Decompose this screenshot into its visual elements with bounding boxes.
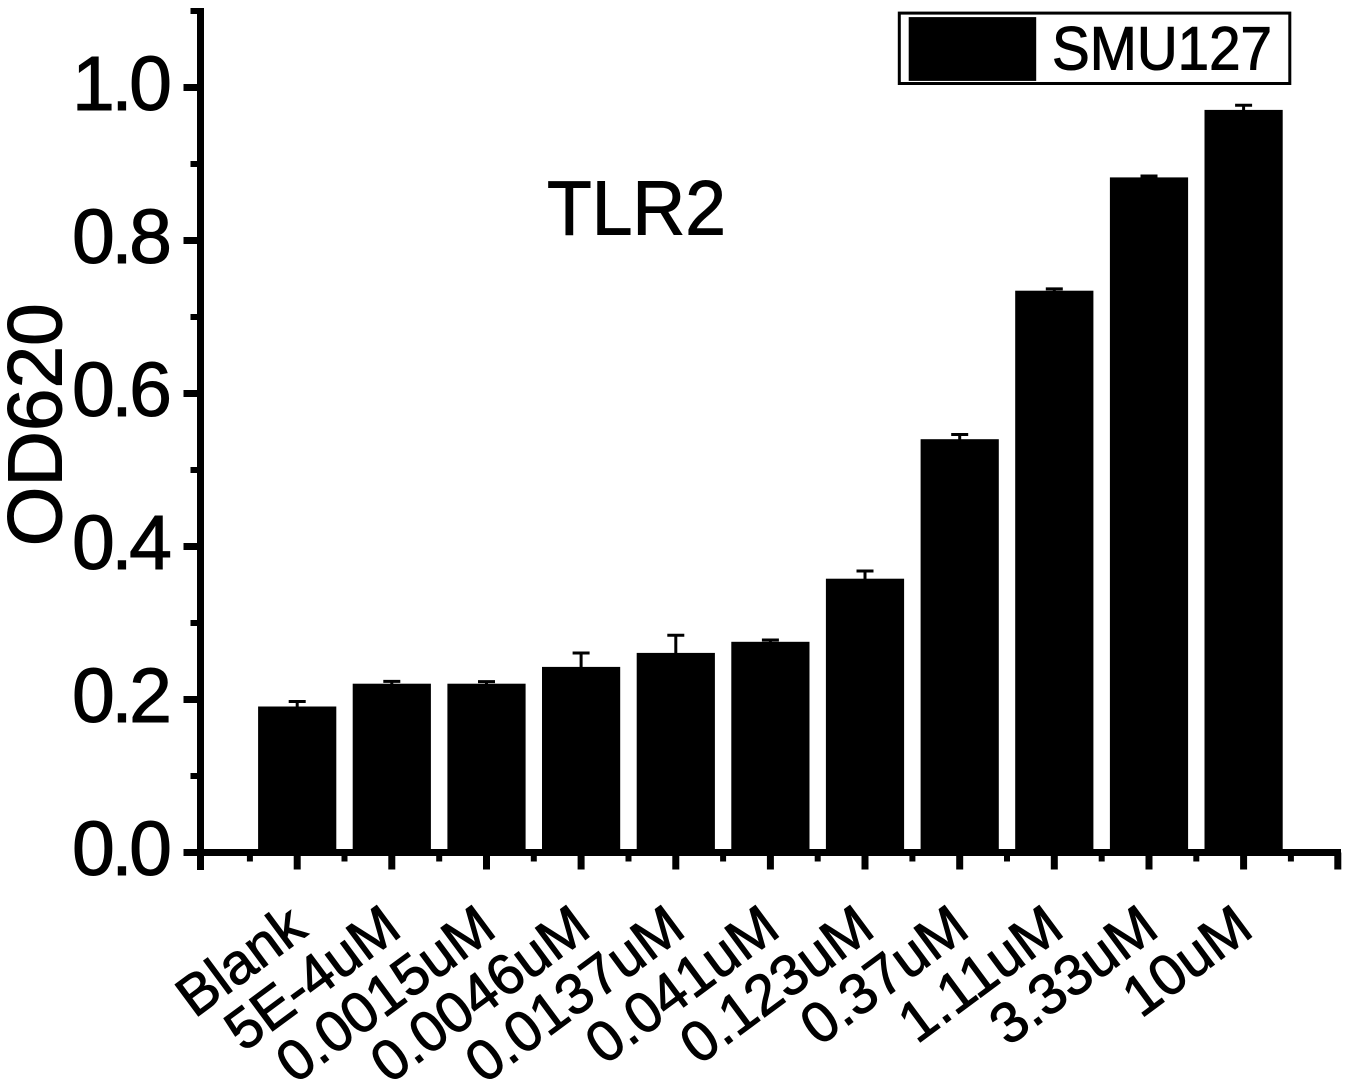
svg-text:0.2: 0.2	[72, 653, 172, 739]
svg-text:SMU127: SMU127	[1052, 15, 1272, 83]
svg-text:1.0: 1.0	[72, 41, 172, 127]
svg-text:TLR2: TLR2	[547, 166, 726, 252]
svg-text:0.6: 0.6	[72, 347, 172, 433]
svg-text:0.0: 0.0	[72, 806, 172, 892]
svg-text:0.8: 0.8	[72, 194, 172, 280]
svg-text:0.4: 0.4	[72, 500, 172, 586]
svg-text:OD620: OD620	[0, 303, 79, 546]
